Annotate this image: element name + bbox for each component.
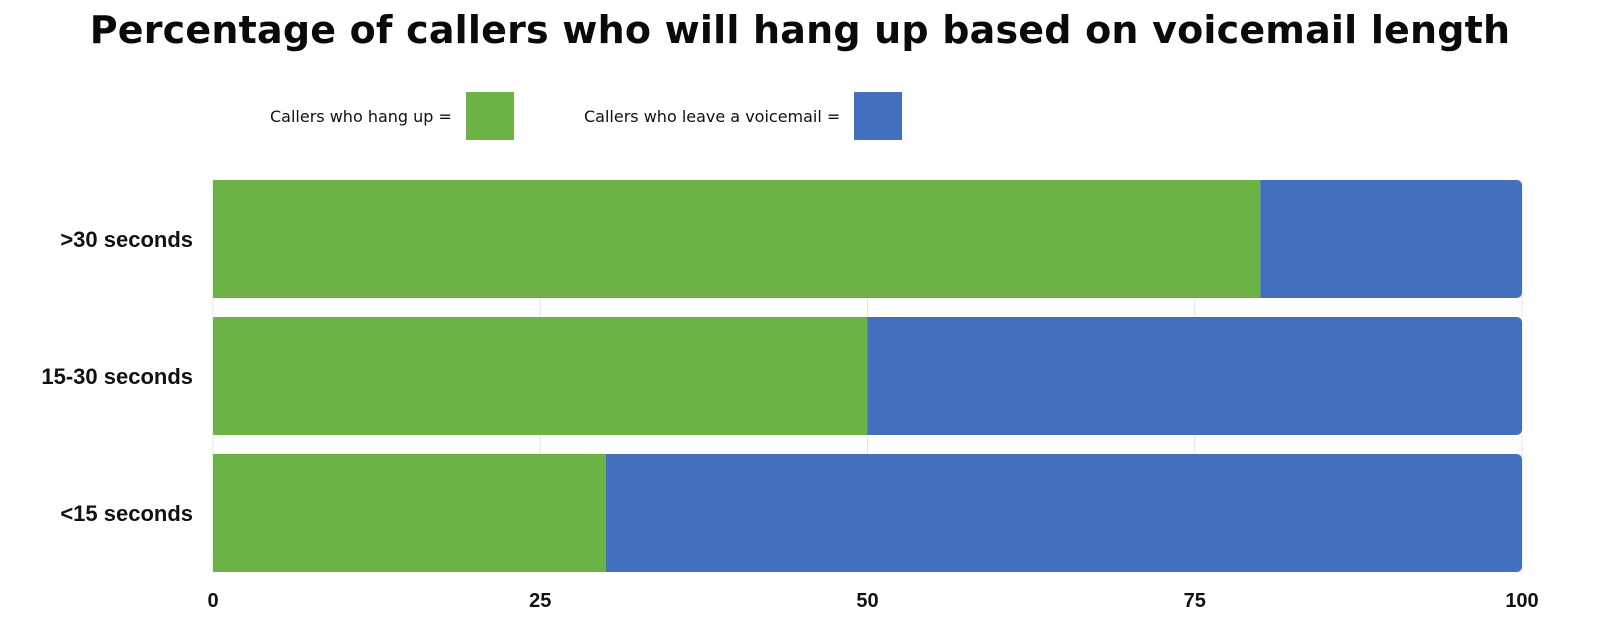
legend-swatch-voicemail — [854, 92, 903, 140]
bar-callers-who-hang-up-0 — [213, 180, 1261, 298]
category-label-1: 15-30 seconds — [41, 364, 193, 389]
bar-callers-who-hang-up-1 — [213, 317, 868, 435]
category-label-2: <15 seconds — [60, 501, 193, 526]
bar-callers-who-hang-up-2 — [213, 454, 606, 572]
legend-label-voicemail: Callers who leave a voicemail = — [584, 106, 841, 126]
x-tick-label-100: 100 — [1505, 590, 1538, 612]
legend-item-voicemail: Callers who leave a voicemail = — [584, 92, 903, 140]
bar-callers-who-leave-a-voicemail-0 — [1260, 180, 1522, 298]
legend-item-hang-up: Callers who hang up = — [270, 92, 514, 140]
legend-label-hang-up: Callers who hang up = — [270, 106, 452, 126]
x-tick-label-0: 0 — [207, 590, 218, 612]
bar-callers-who-leave-a-voicemail-2 — [605, 454, 1522, 572]
category-label-0: >30 seconds — [60, 227, 193, 252]
bar-callers-who-leave-a-voicemail-1 — [867, 317, 1522, 435]
x-tick-label-75: 75 — [1184, 590, 1206, 612]
x-tick-label-25: 25 — [529, 590, 551, 612]
chart-title: Percentage of callers who will hang up b… — [89, 8, 1511, 52]
legend-swatch-hang-up — [465, 92, 514, 140]
x-tick-label-50: 50 — [856, 590, 878, 612]
